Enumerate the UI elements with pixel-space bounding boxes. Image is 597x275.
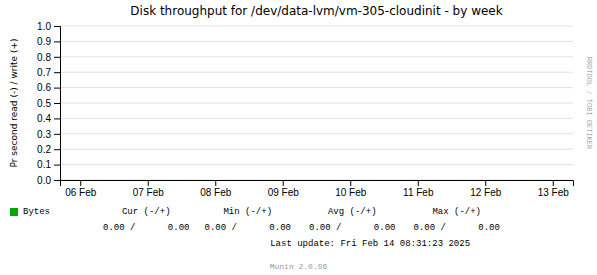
x-tick-mark bbox=[215, 180, 216, 186]
y-tick-label: 0.1 bbox=[37, 159, 51, 170]
chart: 06 Feb 07 Feb 08 Feb 09 Feb 10 Feb 11 Feb 12 F… bbox=[0, 0, 597, 275]
x-tick: 12 Feb bbox=[470, 180, 502, 198]
stat-header: Min (-/+) bbox=[223, 207, 272, 217]
x-tick: 08 Feb bbox=[200, 180, 232, 198]
x-tick-label: 08 Feb bbox=[200, 187, 232, 198]
grid-line bbox=[60, 118, 573, 119]
grid-line bbox=[60, 41, 573, 42]
y-tick: 0.9 bbox=[37, 36, 60, 47]
grid-line bbox=[60, 26, 573, 27]
x-tick-label: 13 Feb bbox=[538, 187, 570, 198]
y-tick-label: 0.8 bbox=[37, 52, 51, 63]
y-tick-mark bbox=[54, 118, 60, 119]
y-tick: 0.8 bbox=[37, 52, 60, 63]
grid bbox=[60, 26, 573, 180]
x-tick-mark bbox=[148, 180, 149, 186]
last-update: Last update: Fri Feb 14 08:31:23 2025 bbox=[270, 239, 470, 249]
y-axis-title: Pr second read (-) / write (+) bbox=[9, 39, 19, 168]
stat-value: 0.00 / 0.00 bbox=[205, 223, 291, 233]
x-tick: 09 Feb bbox=[268, 180, 300, 198]
watermark: RRDTOOL / TOBI OETIKER bbox=[585, 57, 593, 150]
grid-line bbox=[60, 103, 573, 104]
x-tick-mark bbox=[485, 180, 486, 186]
y-axis-line bbox=[54, 27, 61, 181]
y-tick-label: 0.2 bbox=[37, 144, 51, 155]
y-tick-label: 0.3 bbox=[37, 129, 51, 140]
y-tick-mark bbox=[54, 103, 60, 104]
x-tick-mark bbox=[553, 180, 554, 186]
x-axis: 06 Feb 07 Feb 08 Feb 09 Feb 10 Feb 11 Feb 12 F… bbox=[61, 180, 574, 198]
plot: 06 Feb 07 Feb 08 Feb 09 Feb 10 Feb 11 Feb 12 F… bbox=[37, 21, 573, 198]
y-tick-mark bbox=[54, 57, 60, 58]
stat-header: Cur (-/+) bbox=[122, 207, 171, 217]
y-tick-mark bbox=[54, 180, 60, 181]
grid-line bbox=[60, 87, 573, 88]
x-tick: 07 Feb bbox=[133, 180, 165, 198]
stat-value: 0.00 / 0.00 bbox=[309, 223, 395, 233]
y-tick-label: 0.0 bbox=[37, 175, 51, 186]
y-tick: 0.2 bbox=[37, 144, 60, 155]
y-tick: 0.1 bbox=[37, 159, 60, 170]
x-tick: 10 Feb bbox=[335, 180, 367, 198]
y-tick: 0.6 bbox=[37, 82, 60, 93]
x-tick-label: 07 Feb bbox=[133, 187, 165, 198]
x-tick-mark bbox=[418, 180, 419, 186]
y-tick: 0.7 bbox=[37, 67, 60, 78]
y-tick: 0.5 bbox=[37, 98, 60, 109]
y-tick-mark bbox=[54, 88, 60, 89]
version-note: Munin 2.0.56 bbox=[270, 262, 328, 271]
x-tick-label: 11 Feb bbox=[403, 187, 434, 198]
y-tick: 0.0 bbox=[37, 175, 60, 186]
x-tick-label: 10 Feb bbox=[335, 187, 367, 198]
y-tick-label: 0.7 bbox=[37, 67, 51, 78]
y-tick-mark bbox=[54, 41, 60, 42]
title: Disk throughput for /dev/data-lvm/vm-305… bbox=[130, 4, 502, 18]
y-tick-mark bbox=[54, 134, 60, 135]
grid-line bbox=[60, 72, 573, 73]
x-axis-line bbox=[61, 181, 574, 187]
y-tick-label: 0.4 bbox=[37, 113, 51, 124]
x-tick-mark bbox=[350, 180, 351, 186]
y-tick-label: 0.5 bbox=[37, 98, 51, 109]
x-tick: 11 Feb bbox=[403, 180, 434, 198]
y-tick-label: 0.9 bbox=[37, 36, 51, 47]
grid-line bbox=[60, 164, 573, 165]
y-tick-label: 0.6 bbox=[37, 82, 51, 93]
x-tick-label: 12 Feb bbox=[470, 187, 502, 198]
y-tick: 0.3 bbox=[37, 129, 60, 140]
stat-value: 0.00 / 0.00 bbox=[103, 223, 189, 233]
y-tick-mark bbox=[54, 26, 60, 27]
grid-line bbox=[60, 133, 573, 134]
y-tick-mark bbox=[54, 165, 60, 166]
y-axis: 0.0 0.1 0.2 0.3 0.4 0.5 0.6 0.7 0.8 0.9 1.0 bbox=[37, 21, 60, 186]
legend-label: Bytes bbox=[23, 207, 50, 217]
y-tick-mark bbox=[54, 149, 60, 150]
y-tick-label: 1.0 bbox=[37, 21, 51, 32]
x-tick-mark bbox=[283, 180, 284, 186]
x-tick-label: 09 Feb bbox=[268, 187, 300, 198]
stat-value: 0.00 / 0.00 bbox=[413, 223, 499, 233]
legend-swatch bbox=[10, 208, 18, 216]
x-tick: 06 Feb bbox=[65, 180, 97, 198]
x-tick-mark bbox=[80, 180, 81, 186]
y-tick: 0.4 bbox=[37, 113, 60, 124]
stat-header: Avg (-/+) bbox=[328, 207, 377, 217]
x-tick-label: 06 Feb bbox=[65, 187, 97, 198]
x-tick: 13 Feb bbox=[538, 180, 570, 198]
y-tick: 1.0 bbox=[37, 21, 60, 32]
stat-header: Max (-/+) bbox=[432, 207, 481, 217]
grid-line bbox=[60, 149, 573, 150]
grid-line bbox=[60, 56, 573, 57]
y-tick-mark bbox=[54, 72, 60, 73]
